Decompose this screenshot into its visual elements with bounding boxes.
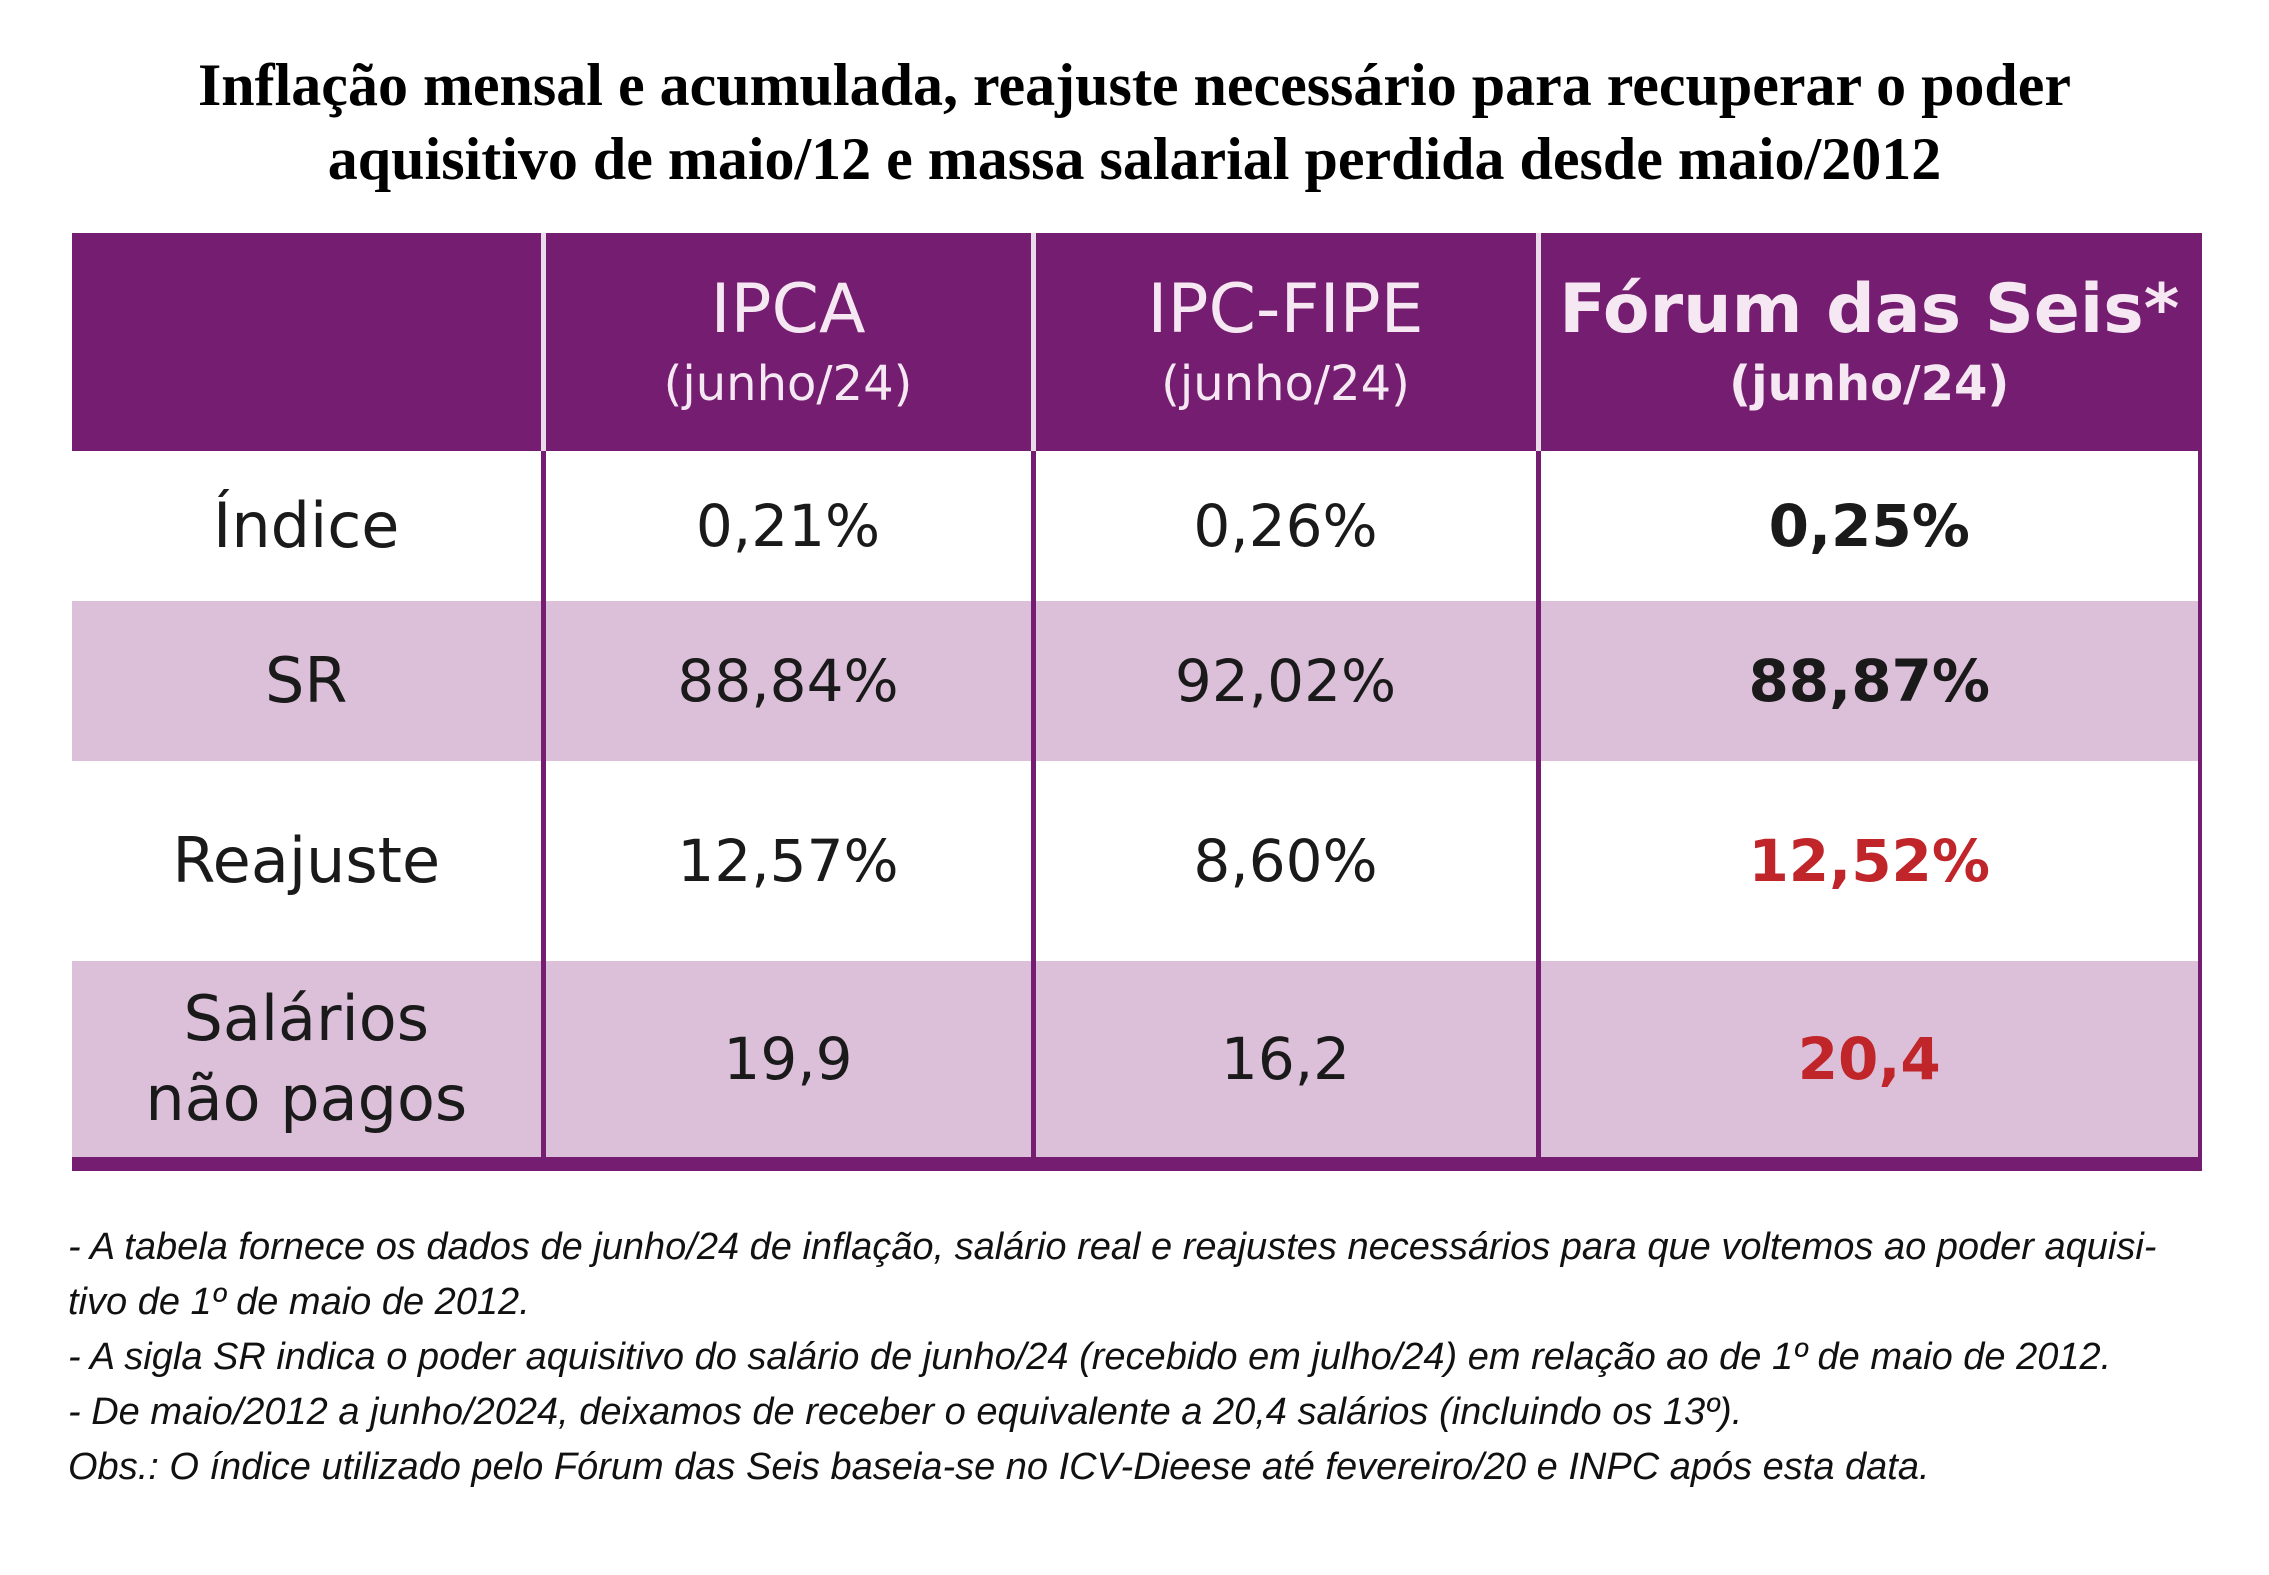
footnotes: - A tabela fornece os dados de junho/24 … (68, 1220, 2218, 1495)
row-label-salarios-line-1: Salários (183, 982, 430, 1055)
footnote-line: - De maio/2012 a junho/2024, deixamos de… (68, 1391, 1743, 1433)
header-forum-name: Fórum das Seis* (1559, 270, 2180, 349)
header-ipc-fipe-period: (junho/24) (1161, 356, 1410, 412)
cell-sr-forum: 88,87% (1538, 601, 2198, 761)
row-label-reajuste: Reajuste (72, 761, 546, 961)
row-label-sr: SR (72, 601, 546, 761)
page-title: Inflação mensal e acumulada, reajuste ne… (0, 48, 2269, 196)
cell-sr-ipc-fipe: 92,02% (1033, 601, 1541, 761)
header-ipca: IPCA (junho/24) (543, 233, 1036, 451)
table-row-sr: SR 88,84% 92,02% 88,87% (72, 601, 2198, 761)
cell-salarios-ipca: 19,9 (543, 961, 1036, 1157)
footnote-line: Obs.: O índice utilizado pelo Fórum das … (68, 1446, 1930, 1488)
table-header-row: IPCA (junho/24) IPC-FIPE (junho/24) Fóru… (72, 233, 2198, 451)
header-ipca-name: IPCA (710, 270, 866, 349)
inflation-table-frame: IPCA (junho/24) IPC-FIPE (junho/24) Fóru… (72, 233, 2202, 1171)
cell-sr-ipca: 88,84% (543, 601, 1036, 761)
cell-indice-ipc-fipe: 0,26% (1033, 451, 1541, 601)
row-label-salarios-line-2: não pagos (145, 1062, 468, 1135)
cell-reajuste-forum: 12,52% (1538, 761, 2198, 961)
footnote-line: - A tabela fornece os dados de junho/24 … (68, 1226, 2157, 1268)
footnote-line: tivo de 1º de maio de 2012. (68, 1281, 530, 1323)
table-row-indice: Índice 0,21% 0,26% 0,25% (72, 451, 2198, 601)
inflation-table: IPCA (junho/24) IPC-FIPE (junho/24) Fóru… (72, 233, 2198, 1157)
header-forum-period: (junho/24) (1729, 356, 2010, 412)
header-empty-cell (72, 233, 546, 451)
cell-indice-forum: 0,25% (1538, 451, 2198, 601)
cell-salarios-ipc-fipe: 16,2 (1033, 961, 1541, 1157)
table-row-salarios: Salários não pagos 19,9 16,2 20,4 (72, 961, 2198, 1157)
row-label-indice: Índice (72, 451, 546, 601)
header-ipc-fipe: IPC-FIPE (junho/24) (1033, 233, 1541, 451)
title-line-2: aquisitivo de maio/12 e massa salarial p… (327, 126, 1942, 192)
row-label-salarios: Salários não pagos (72, 961, 546, 1157)
table-row-reajuste: Reajuste 12,57% 8,60% 12,52% (72, 761, 2198, 961)
cell-indice-ipca: 0,21% (543, 451, 1036, 601)
cell-reajuste-ipca: 12,57% (543, 761, 1036, 961)
cell-salarios-forum: 20,4 (1538, 961, 2198, 1157)
header-ipca-period: (junho/24) (663, 356, 913, 412)
cell-reajuste-ipc-fipe: 8,60% (1033, 761, 1541, 961)
title-line-1: Inflação mensal e acumulada, reajuste ne… (197, 52, 2072, 118)
header-ipc-fipe-name: IPC-FIPE (1147, 270, 1424, 349)
footnote-line: - A sigla SR indica o poder aquisitivo d… (68, 1336, 2112, 1378)
header-forum: Fórum das Seis* (junho/24) (1538, 233, 2198, 451)
